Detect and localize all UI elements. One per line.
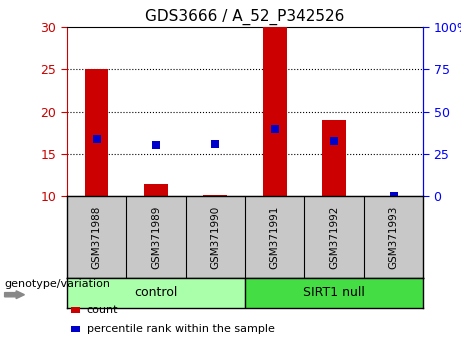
Bar [203, 195, 227, 196]
Bar [263, 27, 287, 196]
Bar [85, 69, 108, 196]
Text: GSM371991: GSM371991 [270, 205, 280, 269]
Bar [322, 120, 346, 196]
Text: genotype/variation: genotype/variation [5, 279, 111, 290]
Text: GSM371988: GSM371988 [92, 205, 101, 269]
Text: GSM371989: GSM371989 [151, 205, 161, 269]
Title: GDS3666 / A_52_P342526: GDS3666 / A_52_P342526 [145, 9, 345, 25]
Text: SIRT1 null: SIRT1 null [303, 286, 365, 299]
Text: GSM371990: GSM371990 [210, 206, 220, 269]
Text: GSM371993: GSM371993 [389, 205, 398, 269]
Text: percentile rank within the sample: percentile rank within the sample [87, 324, 275, 334]
Bar [144, 184, 168, 196]
Text: GSM371992: GSM371992 [329, 205, 339, 269]
Text: control: control [134, 286, 177, 299]
Text: count: count [87, 305, 118, 315]
